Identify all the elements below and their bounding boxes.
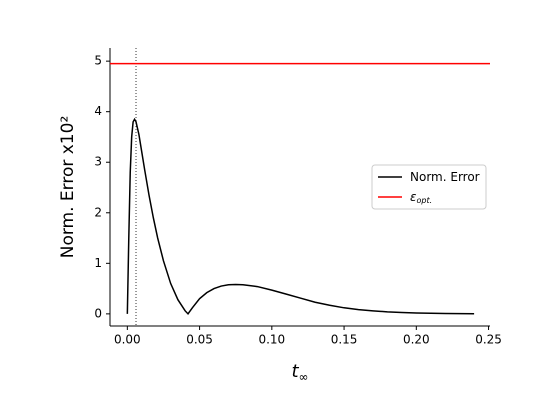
y-tick-label: 0 (94, 306, 102, 320)
y-tick-label: 5 (94, 54, 102, 68)
y-tick-label: 1 (94, 256, 102, 270)
y-axis-label: Norm. Error x10² (58, 116, 78, 259)
legend-name-sub: opt. (417, 196, 433, 205)
x-tick-label: 0.20 (403, 333, 430, 347)
legend-label: Norm. Error (410, 170, 480, 184)
x-tick-label: 0.15 (331, 333, 358, 347)
legend-label: εopt. (410, 190, 432, 205)
x-label-main: t (291, 361, 299, 382)
x-tick-label: 0.25 (475, 333, 502, 347)
legend-name: ε (410, 190, 417, 204)
x-label-sub: ∞ (299, 370, 309, 384)
y-tick-label: 3 (94, 155, 102, 169)
x-axis-label: t∞ (291, 361, 308, 384)
legend-name: Norm. Error (410, 170, 480, 184)
legend-box (371, 164, 487, 210)
data-line (126, 117, 475, 316)
x-tick-label: 0.00 (114, 333, 141, 347)
x-tick-label: 0.05 (186, 333, 213, 347)
x-tick-label: 0.10 (258, 333, 285, 347)
y-tick-label: 2 (94, 205, 102, 219)
y-tick-label: 4 (94, 104, 102, 118)
